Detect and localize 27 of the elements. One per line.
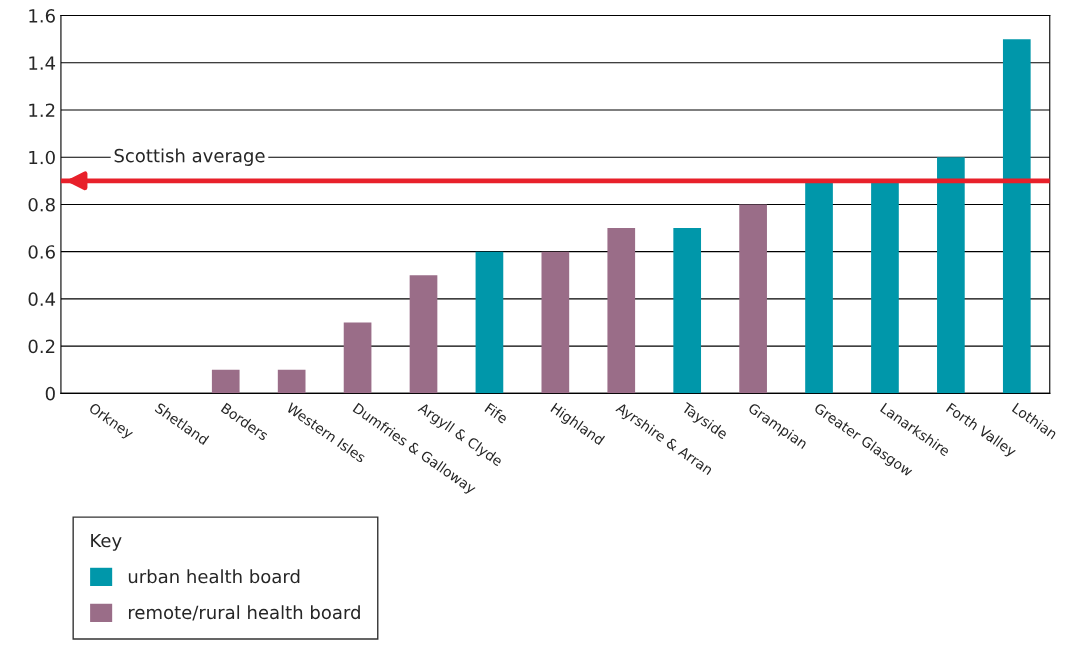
y-tick-label: 0 (45, 386, 55, 401)
ref-line-label: Scottish average (114, 148, 265, 166)
bar (343, 322, 372, 394)
bar (607, 228, 636, 394)
bar (541, 251, 570, 394)
bar (739, 204, 767, 394)
y-tick-label: 0.4 (28, 292, 56, 307)
y-tick-label: 0.6 (28, 245, 55, 259)
bar (673, 228, 702, 394)
y-tick-label: 0.8 (28, 197, 55, 212)
bar (277, 369, 306, 394)
legend-label: remote/rural health board (128, 605, 360, 621)
y-tick-label: 1.0 (29, 150, 55, 165)
bar (805, 180, 833, 394)
y-tick-label: 0.2 (28, 339, 55, 354)
bar (409, 275, 438, 394)
y-tick-label: 1.2 (29, 103, 55, 117)
bar (211, 369, 240, 394)
bar (475, 251, 504, 394)
y-tick-label: 1.4 (29, 56, 56, 70)
y-tick-label: 1.6 (29, 9, 55, 23)
legend-label: urban health board (128, 569, 300, 584)
bar (937, 157, 965, 394)
x-tick-label: Fife (484, 402, 509, 424)
bar (1002, 39, 1031, 394)
bar (871, 180, 899, 394)
legend-title: Key (91, 533, 122, 551)
